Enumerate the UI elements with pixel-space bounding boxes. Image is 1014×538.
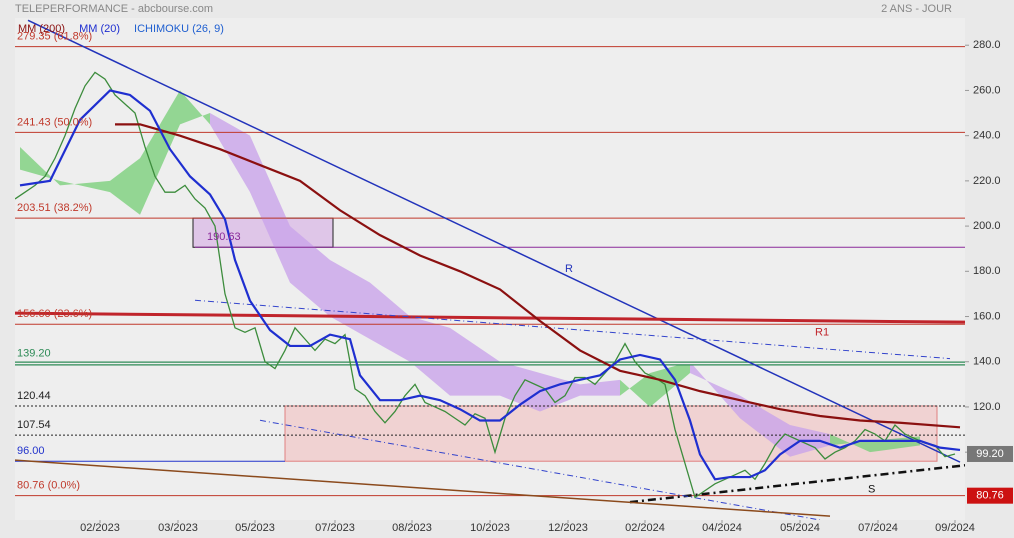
price-tag-label: 80.76 <box>976 490 1004 502</box>
cloud-segment <box>740 395 790 457</box>
level-label: 156.60 (23.6%) <box>17 308 92 320</box>
cloud-segment <box>370 282 410 362</box>
plot <box>15 19 965 520</box>
y-tick-label: 200.0 <box>973 220 1001 232</box>
price-tag <box>967 445 1013 462</box>
moving-average <box>115 123 961 429</box>
level-label: 190.63 <box>207 231 241 243</box>
cloud-segment <box>650 361 690 407</box>
x-tick-label: 03/2023 <box>158 522 198 534</box>
level-label: 107.54 <box>17 419 51 431</box>
legend-entry: ICHIMOKU (26, 9) <box>134 23 224 35</box>
chart-subtitle: 2 ANS - JOUR <box>881 3 952 15</box>
cloud-segment <box>620 373 650 407</box>
level-label: 80.76 (0.0%) <box>17 480 80 492</box>
y-tick-label: 160.0 <box>973 310 1001 322</box>
level-label: 139.20 <box>17 347 51 359</box>
x-tick-label: 02/2024 <box>625 522 665 534</box>
x-tick-label: 10/2023 <box>470 522 510 534</box>
x-tick-label: 08/2023 <box>392 522 432 534</box>
cloud-segment <box>410 316 450 396</box>
trend-line <box>259 419 821 520</box>
zone <box>284 405 938 462</box>
trend-line <box>194 299 951 360</box>
trend-line <box>15 459 831 517</box>
level-label: 241.43 (50.0%) <box>17 116 92 128</box>
price-tag <box>967 487 1013 504</box>
level-label: 203.51 (38.2%) <box>17 202 92 214</box>
x-tick-label: 04/2024 <box>702 522 742 534</box>
level-label: 96.00 <box>17 445 45 457</box>
x-tick-label: 09/2024 <box>935 522 975 534</box>
y-tick-label: 220.0 <box>973 175 1001 187</box>
y-tick-label: 180.0 <box>973 265 1001 277</box>
y-tick-label: 240.0 <box>973 130 1001 142</box>
trend-line-label: R <box>565 263 573 275</box>
y-tick-label: 120.0 <box>973 401 1001 413</box>
y-tick-label: 280.0 <box>973 39 1001 51</box>
cloud-segment <box>690 361 740 419</box>
level-label: 279.35 (61.8%) <box>17 31 92 43</box>
cloud-segment <box>60 180 110 193</box>
price-line <box>15 71 956 499</box>
x-tick-label: 07/2023 <box>315 522 355 534</box>
x-tick-label: 05/2023 <box>235 522 275 534</box>
y-tick-label: 260.0 <box>973 84 1001 96</box>
level-label: 120.44 <box>17 390 51 402</box>
x-tick-label: 02/2023 <box>80 522 120 534</box>
x-tick-label: 12/2023 <box>548 522 588 534</box>
trend-line <box>27 19 961 463</box>
cloud-segment <box>110 158 140 215</box>
x-tick-label: 07/2024 <box>858 522 898 534</box>
cloud-segment <box>140 90 180 215</box>
trend-line-label: S <box>868 483 875 495</box>
cloud-segment <box>20 146 60 186</box>
cloud-segment <box>180 90 210 125</box>
legend-entry: MM (200) <box>18 23 65 35</box>
moving-average <box>19 89 961 481</box>
cloud-segment <box>290 226 330 317</box>
chart-title: TELEPERFORMANCE - abcbourse.com <box>15 3 213 15</box>
y-tick-label: 140.0 <box>973 356 1001 368</box>
trend-line <box>15 311 965 324</box>
x-tick-label: 05/2024 <box>780 522 820 534</box>
trend-line-label: R1 <box>815 326 829 338</box>
cloud-segment <box>330 260 370 340</box>
legend-entry: MM (20) <box>79 23 120 35</box>
cloud-segment <box>580 379 620 396</box>
cloud-segment <box>250 135 290 283</box>
price-tag-label: 99.20 <box>976 448 1004 460</box>
